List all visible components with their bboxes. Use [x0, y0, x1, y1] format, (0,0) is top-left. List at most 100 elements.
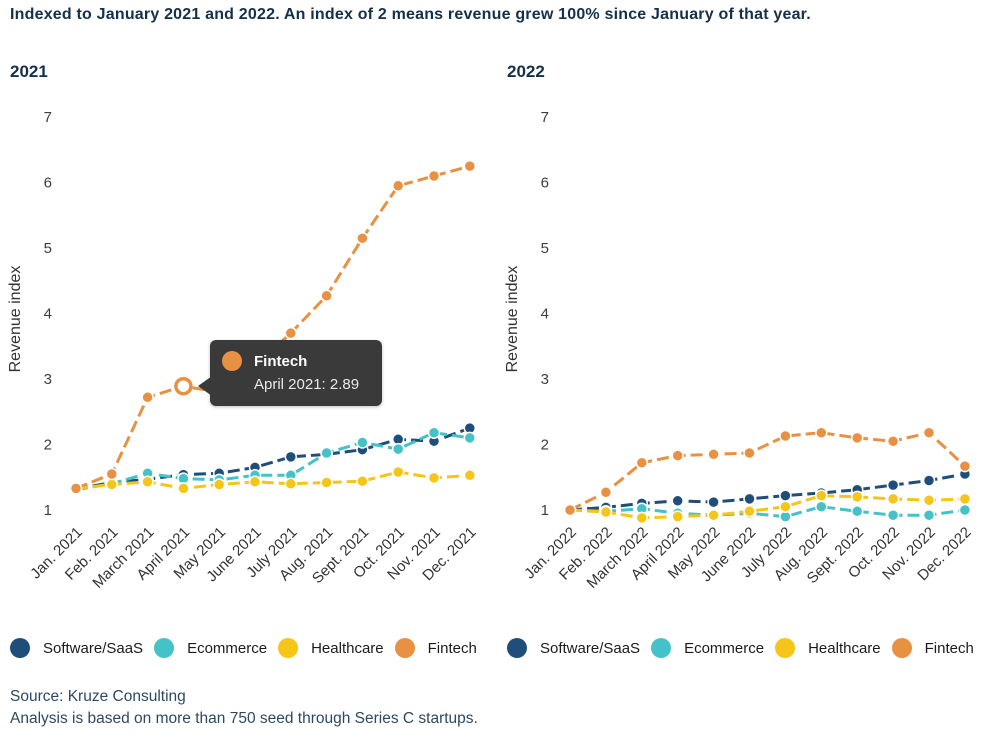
- legend-item-fintech: Fintech: [394, 638, 477, 658]
- data-point[interactable]: [177, 482, 190, 495]
- data-point[interactable]: [391, 442, 405, 456]
- data-point[interactable]: [671, 449, 684, 462]
- data-point[interactable]: [635, 511, 649, 525]
- data-point[interactable]: [779, 429, 792, 443]
- data-point[interactable]: [320, 476, 333, 489]
- data-point[interactable]: [958, 492, 972, 506]
- data-point[interactable]: [599, 505, 613, 519]
- legend-label: Fintech: [924, 639, 974, 657]
- data-point[interactable]: [671, 494, 684, 508]
- source-note: Source: Kruze Consulting Analysis is bas…: [10, 686, 910, 730]
- data-point[interactable]: [886, 478, 900, 492]
- data-point[interactable]: [922, 493, 936, 507]
- data-point[interactable]: [284, 326, 298, 340]
- source-line: Source: Kruze Consulting: [10, 688, 186, 705]
- data-point[interactable]: [427, 471, 441, 485]
- legend-dot: [154, 638, 175, 658]
- legend-label: Healthcare: [808, 639, 881, 657]
- hovered-data-point[interactable]: [174, 376, 193, 396]
- data-point[interactable]: [850, 431, 864, 445]
- tooltip-series-name: Fintech: [254, 352, 308, 370]
- y-tick-label: 4: [44, 306, 52, 323]
- data-point[interactable]: [958, 459, 972, 473]
- y-tick-label: 6: [541, 175, 549, 192]
- data-point[interactable]: [815, 426, 828, 439]
- data-point[interactable]: [427, 169, 441, 183]
- y-tick-label: 2: [44, 437, 52, 454]
- data-point[interactable]: [707, 508, 720, 522]
- legend-dot: [651, 638, 672, 658]
- data-point[interactable]: [563, 503, 577, 517]
- legend-2021: Software/SaaS Ecommerce Healthcare Fintech: [10, 633, 492, 663]
- data-point[interactable]: [463, 469, 477, 482]
- data-point[interactable]: [707, 495, 720, 509]
- data-point[interactable]: [284, 477, 298, 491]
- data-point[interactable]: [635, 456, 649, 470]
- data-point[interactable]: [69, 482, 83, 495]
- data-point[interactable]: [743, 505, 756, 518]
- legend-label: Ecommerce: [684, 639, 765, 657]
- series-line: [569, 472, 966, 512]
- data-point[interactable]: [463, 431, 477, 445]
- data-point[interactable]: [922, 474, 936, 487]
- data-point[interactable]: [463, 159, 477, 173]
- data-point[interactable]: [850, 490, 864, 504]
- data-point[interactable]: [391, 179, 405, 193]
- data-point[interactable]: [886, 508, 900, 522]
- legend-item-ecommerce: Ecommerce: [651, 638, 764, 658]
- data-point[interactable]: [284, 450, 298, 464]
- data-point[interactable]: [815, 500, 828, 513]
- data-point[interactable]: [356, 474, 369, 488]
- data-point[interactable]: [743, 492, 756, 506]
- data-point[interactable]: [141, 391, 154, 404]
- legend-dot: [507, 638, 527, 658]
- data-point[interactable]: [850, 505, 864, 518]
- data-point[interactable]: [320, 446, 333, 460]
- legend-dot: [10, 638, 30, 658]
- data-point[interactable]: [922, 426, 936, 439]
- legend-label: Fintech: [427, 639, 477, 657]
- y-tick-label: 7: [44, 109, 52, 126]
- legend-label: Software/SaaS: [43, 639, 144, 657]
- legend-item-software-saas: Software/SaaS: [507, 638, 640, 658]
- series-line: [75, 164, 471, 490]
- data-point[interactable]: [707, 448, 720, 461]
- chart-description: Indexed to January 2021 and 2022. An ind…: [10, 6, 811, 23]
- analysis-line: Analysis is based on more than 750 seed …: [10, 710, 478, 727]
- data-point[interactable]: [212, 478, 226, 491]
- data-point[interactable]: [391, 465, 405, 479]
- y-tick-label: 5: [541, 240, 549, 257]
- data-point[interactable]: [320, 289, 333, 303]
- legend-dot: [775, 638, 796, 658]
- y-tick-label: 5: [44, 240, 52, 257]
- data-point[interactable]: [779, 489, 792, 502]
- hover-tooltip: Fintech April 2021: 2.89: [197, 340, 382, 406]
- data-point[interactable]: [671, 510, 684, 523]
- y-tick-label: 6: [44, 175, 52, 192]
- data-point[interactable]: [886, 492, 900, 506]
- data-point[interactable]: [427, 426, 441, 439]
- data-point[interactable]: [356, 436, 369, 449]
- y-tick-label: 7: [541, 109, 549, 126]
- data-point[interactable]: [356, 231, 369, 245]
- legend-item-software-saas: Software/SaaS: [10, 638, 143, 658]
- y-axis-title: Revenue index: [504, 266, 521, 373]
- data-point[interactable]: [958, 503, 972, 517]
- data-point[interactable]: [105, 467, 119, 481]
- legend-dot: [394, 638, 415, 658]
- data-point[interactable]: [886, 434, 900, 448]
- y-tick-label: 1: [44, 502, 52, 519]
- y-tick-label: 3: [541, 371, 549, 388]
- data-point[interactable]: [141, 475, 154, 489]
- data-point[interactable]: [599, 486, 613, 499]
- data-point[interactable]: [922, 508, 936, 522]
- data-point[interactable]: [743, 446, 756, 460]
- data-point[interactable]: [779, 500, 792, 513]
- data-point[interactable]: [105, 478, 119, 491]
- fintech-series-dot: [222, 351, 242, 371]
- legend-item-healthcare: Healthcare: [278, 638, 384, 658]
- data-point[interactable]: [248, 475, 262, 489]
- data-point[interactable]: [815, 489, 828, 502]
